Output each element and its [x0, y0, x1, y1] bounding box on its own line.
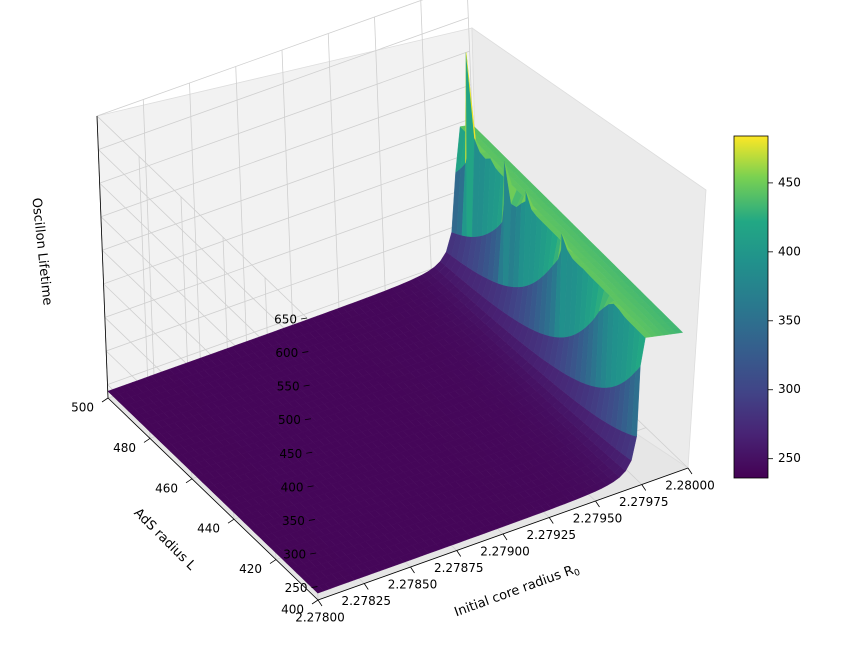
y-tick — [227, 518, 235, 524]
x-tick — [548, 517, 554, 524]
z-tick — [308, 519, 315, 521]
grid-z-left — [98, 149, 309, 352]
grid-z-back — [104, 185, 475, 318]
y-tick — [269, 559, 277, 564]
y-axis-label: AdS radius L — [131, 506, 199, 574]
z-tick-label: 500 — [278, 413, 301, 427]
y-tick — [143, 438, 151, 443]
x-tick — [687, 467, 693, 475]
grid-z-back — [99, 50, 470, 184]
z-tick — [302, 351, 309, 353]
y-tick-label: 420 — [239, 562, 262, 576]
z-axis-label: Oscillon Lifetime — [28, 197, 54, 306]
x-tick — [456, 550, 462, 557]
x-tick — [317, 599, 323, 607]
x-tick — [502, 533, 508, 541]
x-tick-label: 2.28000 — [665, 479, 715, 493]
colorbar-tick-label: 300 — [778, 382, 801, 396]
z-tick-label: 350 — [282, 514, 305, 528]
tick-labels: 250 300 350 400 450 500 550 600 650 400 420 440 460 4… — [71, 313, 715, 625]
colorbar-gradient — [733, 135, 769, 479]
x-tick-label: 2.27800 — [295, 611, 345, 625]
x-tick-label: 2.27900 — [480, 545, 530, 559]
z-tick — [306, 451, 313, 454]
y-tick — [311, 599, 319, 605]
colorbar-tick-label: 250 — [778, 451, 801, 465]
x-tick — [641, 484, 647, 491]
tick-marks — [101, 317, 693, 607]
surface-patch — [670, 327, 684, 334]
z-tick — [311, 586, 318, 588]
colorbar-tick-label: 450 — [778, 175, 801, 189]
z-tick-label: 550 — [277, 380, 300, 394]
z-axis-line — [96, 115, 109, 399]
x-tick — [410, 566, 415, 574]
y-tick-label: 400 — [281, 603, 304, 617]
x-tick — [595, 500, 600, 508]
colorbar-ticks: 250 300 350 400 450 — [768, 175, 801, 465]
z-tick-label: 300 — [283, 548, 306, 562]
colorbar: 250 300 350 400 450 — [733, 135, 801, 479]
z-tick — [307, 485, 314, 488]
x-axis-label-subscript: 0 — [573, 568, 582, 579]
y-tick-label: 480 — [113, 441, 136, 455]
y-axis-line — [107, 397, 319, 601]
y-tick — [101, 397, 109, 403]
z-tick — [303, 384, 310, 387]
x-tick-label: 2.27950 — [573, 512, 623, 526]
x-tick-label: 2.27850 — [388, 578, 438, 592]
grid-z-back — [102, 117, 473, 251]
grid-z-left — [96, 115, 308, 319]
y-tick — [185, 478, 193, 484]
colorbar-tick-label: 400 — [778, 244, 801, 258]
z-tick-label: 400 — [281, 480, 304, 494]
z-tick — [304, 418, 311, 421]
z-tick — [310, 552, 317, 555]
x-tick — [363, 583, 369, 590]
z-tick-label: 600 — [275, 346, 298, 360]
z-tick-label: 650 — [274, 313, 297, 327]
grid-z-back — [96, 0, 424, 117]
y-tick-label: 460 — [155, 481, 178, 495]
grid-z-back — [100, 84, 472, 218]
y-tick-label: 500 — [71, 401, 94, 415]
x-tick-label: 2.27825 — [341, 594, 391, 608]
grid-z-back — [103, 151, 474, 285]
x-tick-label: 2.27925 — [526, 528, 576, 542]
surface — [107, 52, 684, 594]
grid-z-back — [107, 252, 478, 385]
colorbar-tick-label: 350 — [778, 313, 801, 327]
z-tick-label: 250 — [285, 581, 308, 595]
x-tick-label: 2.27875 — [434, 561, 484, 575]
grid-z-back — [106, 218, 477, 352]
x-tick-label: 2.27975 — [619, 495, 669, 509]
grid-z-back — [98, 17, 469, 150]
z-tick-label: 450 — [279, 447, 302, 461]
z-tick — [300, 317, 308, 320]
y-tick-label: 440 — [197, 522, 220, 536]
